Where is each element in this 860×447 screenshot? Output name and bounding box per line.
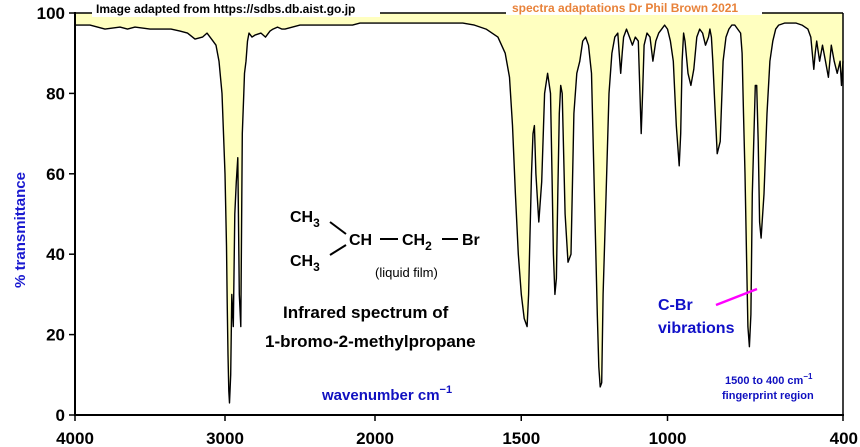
y-axis-label: % transmittance <box>12 172 29 288</box>
cbr-arrow <box>715 287 758 307</box>
fingerprint-range-sup: −1 <box>803 372 813 381</box>
x-tick-label: 1000 <box>649 429 687 447</box>
source-credit-right: spectra adaptations Dr Phil Brown 2021 <box>512 1 738 15</box>
bromine-atom: Br <box>462 232 480 249</box>
cbr-annotation-line1: C-Br <box>658 297 693 314</box>
x-axis-label-sup: −1 <box>440 384 453 396</box>
source-credit-right-a: spectra adaptations Dr Phil Brown <box>512 1 708 15</box>
source-right-bg <box>506 1 762 15</box>
x-tick-label: 2000 <box>356 429 394 447</box>
absorption-band-fill <box>75 13 843 403</box>
x-axis-label-text: wavenumber cm <box>321 387 440 404</box>
molecule-structure: CH3 CH3 CH CH2 Br (liquid film) <box>290 209 480 280</box>
methyl-top: CH3 <box>290 209 320 230</box>
methylene-group: CH2 <box>402 232 432 253</box>
x-tick-label: 4000 <box>56 429 94 447</box>
spectrum-line <box>75 22 844 404</box>
methine-group: CH <box>349 232 372 249</box>
methyl-top-sub: 3 <box>313 216 320 230</box>
y-tick-label: 100 <box>37 4 65 23</box>
source-credit-left: Image adapted from https://sdbs.db.aist.… <box>96 2 355 16</box>
x-tick-label: 1500 <box>502 429 540 447</box>
y-tick-label: 60 <box>46 165 65 184</box>
x-tick-label: 400 <box>830 429 858 447</box>
fingerprint-range-text: 1500 to 400 cm <box>725 375 803 387</box>
chart-title-line2: 1-bromo-2-methylpropane <box>265 332 476 351</box>
y-tick-label: 40 <box>46 245 65 264</box>
methyl-top-ch: CH <box>290 209 313 226</box>
y-tick-label: 20 <box>46 326 65 345</box>
x-tick-label: 3000 <box>206 429 244 447</box>
x-axis-label: wavenumber cm−1 <box>321 384 452 404</box>
bond-bottom <box>329 244 347 256</box>
methylene-sub: 2 <box>425 239 432 253</box>
fingerprint-range: 1500 to 400 cm−1 <box>725 372 813 387</box>
y-tick-label: 80 <box>46 84 65 103</box>
methyl-bottom-sub: 3 <box>313 260 320 274</box>
sample-phase: (liquid film) <box>375 265 438 280</box>
source-left-bg <box>92 1 380 17</box>
methyl-bottom-ch: CH <box>290 253 313 270</box>
methylene-ch: CH <box>402 232 425 249</box>
fingerprint-label: fingerprint region <box>722 390 814 402</box>
source-credit-right-year: 2021 <box>711 1 738 15</box>
y-tick-label: 0 <box>56 406 65 425</box>
chart-title-line1: Infrared spectrum of <box>283 303 449 322</box>
bond-top <box>329 221 347 235</box>
axis-tick-labels: 0 20 40 60 80 100 4000 3000 2000 1500 1000 400 <box>37 4 858 447</box>
absorption-fill <box>75 13 843 403</box>
spectrum-line-group <box>75 22 844 404</box>
axis-ticks <box>69 12 844 421</box>
plot-background <box>75 13 843 415</box>
cbr-annotation-line2: vibrations <box>658 320 735 337</box>
methyl-bottom: CH3 <box>290 253 320 274</box>
